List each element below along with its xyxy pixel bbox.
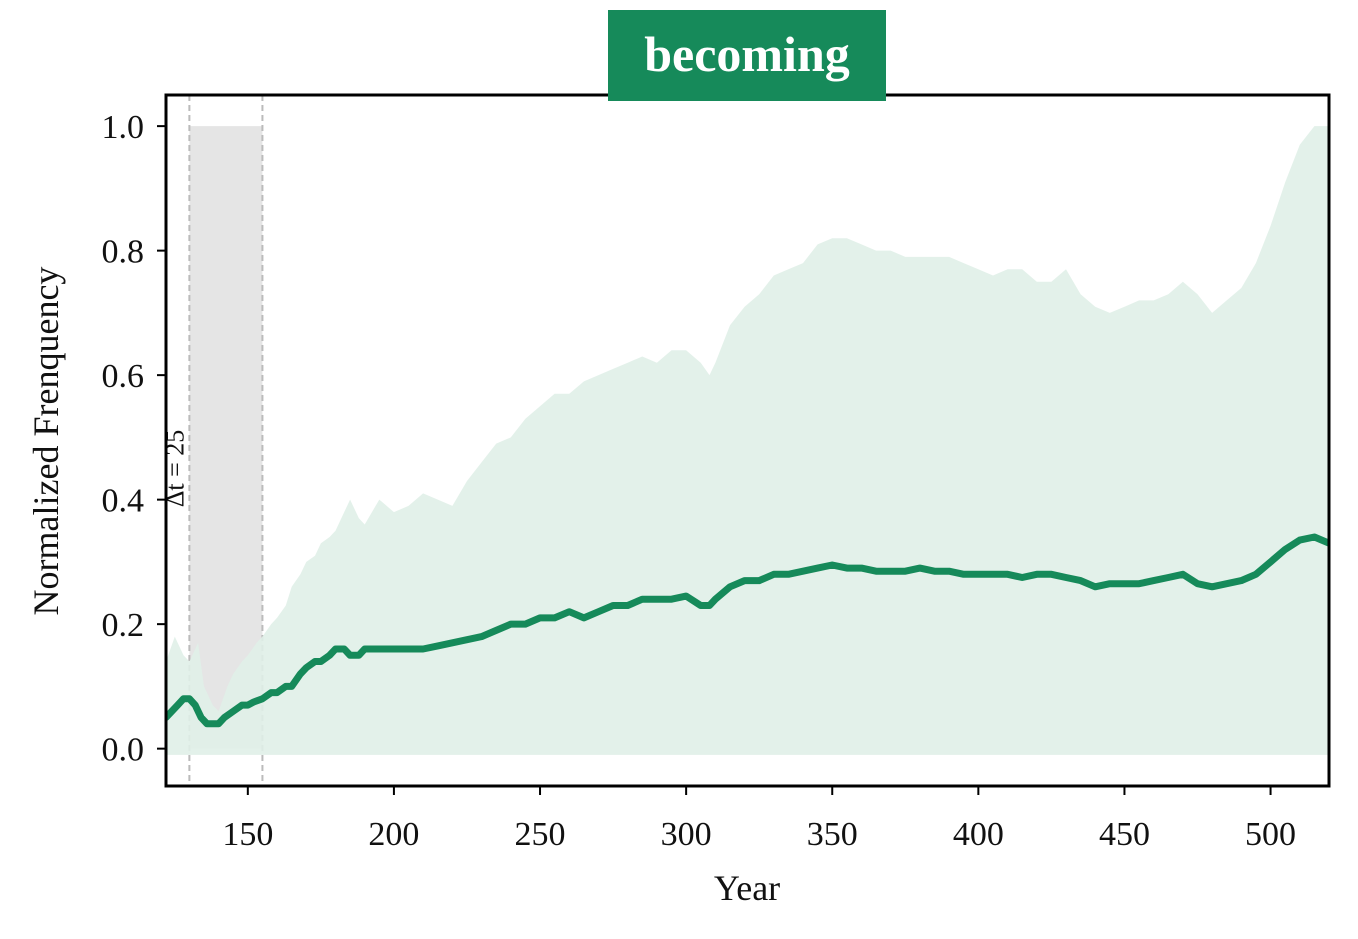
chart-title: becoming bbox=[644, 26, 850, 82]
y-tick-label: 0.0 bbox=[102, 732, 145, 769]
x-tick-label: 500 bbox=[1245, 816, 1296, 853]
x-axis: 150 200 250 300 350 400 450 500 bbox=[222, 786, 1296, 853]
x-tick-label: 250 bbox=[515, 816, 566, 853]
x-tick-label: 400 bbox=[953, 816, 1004, 853]
window-highlight bbox=[189, 126, 263, 749]
x-axis-title: Year bbox=[714, 868, 780, 908]
x-tick-label: 450 bbox=[1099, 816, 1150, 853]
y-tick-label: 1.0 bbox=[102, 109, 145, 146]
y-axis: 0.0 0.2 0.4 0.6 0.8 1.0 bbox=[102, 109, 166, 769]
x-tick-label: 300 bbox=[661, 816, 712, 853]
y-axis-title: Normalized Frenquency bbox=[26, 267, 66, 616]
frequency-range-band bbox=[166, 126, 1329, 755]
y-tick-label: 0.4 bbox=[102, 483, 145, 520]
x-tick-label: 350 bbox=[807, 816, 858, 853]
x-tick-label: 150 bbox=[222, 816, 273, 853]
y-tick-label: 0.6 bbox=[102, 358, 145, 395]
mean-frequency-line bbox=[166, 533, 1329, 728]
title-badge bbox=[608, 10, 886, 101]
y-tick-label: 0.2 bbox=[102, 607, 145, 644]
x-tick-label: 200 bbox=[368, 816, 419, 853]
y-tick-label: 0.8 bbox=[102, 234, 145, 271]
